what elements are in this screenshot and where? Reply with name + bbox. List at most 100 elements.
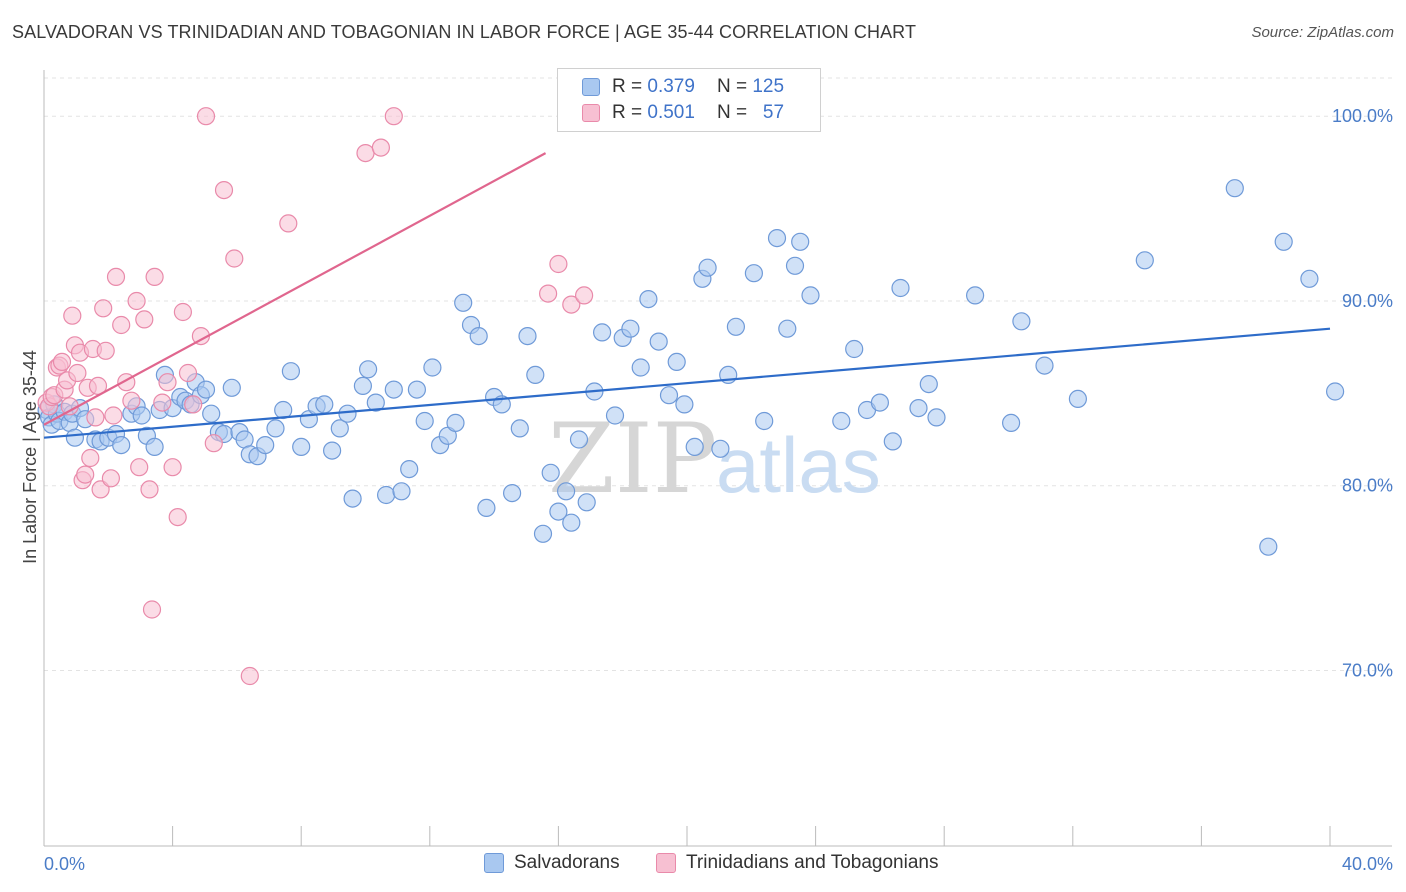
watermark-zip: ZIP	[548, 403, 717, 515]
trinidadian-point-24	[101, 469, 121, 488]
trinidadian-point-36	[153, 393, 172, 412]
salvadoran-point-39	[256, 436, 275, 455]
axes	[43, 70, 1392, 847]
salvadoran-point-85	[621, 319, 640, 338]
salvadoran-point-102	[785, 256, 805, 275]
legend-r-label-blue: R =	[612, 76, 643, 97]
salvadoran-point-46	[315, 395, 334, 414]
trinidadian-point-9	[60, 397, 79, 416]
salvadoran-point-97	[726, 317, 746, 336]
salvadoran-point-119	[1135, 251, 1154, 270]
trinidadian-point-10	[63, 306, 82, 325]
salvadoran-point-103	[791, 232, 810, 251]
salvadoran-point-21	[145, 437, 164, 456]
salvadoran-point-76	[549, 502, 568, 521]
trinidadian-point-21	[91, 480, 110, 499]
salvadoran-point-86	[631, 358, 650, 377]
series-label-trinidadians: Trinidadians and Tobagonians	[686, 852, 939, 873]
trinidadian-point-32	[135, 310, 154, 329]
salvadoran-point-16	[112, 436, 131, 455]
legend-n-label-blue: N =	[716, 76, 748, 97]
salvadoran-point-19	[132, 406, 151, 425]
legend-n-value-blue: 125	[752, 76, 785, 97]
salvadoran-point-124	[1325, 382, 1345, 401]
series-swatch-pink	[656, 853, 676, 873]
salvadoran-point-72	[518, 327, 537, 346]
trinidadian-point-42	[184, 395, 203, 414]
trinidadian-point-35	[145, 267, 164, 286]
y-tick-label: 90.0%	[1342, 291, 1393, 311]
salvadoran-point-89	[659, 386, 679, 405]
salvadoran-point-83	[605, 406, 625, 425]
salvadoran-point-82	[592, 323, 612, 342]
trinidadian-point-29	[122, 391, 141, 410]
salvadoran-point-58	[407, 380, 426, 399]
salvadoran-point-106	[845, 339, 864, 359]
salvadoran-point-34	[222, 378, 241, 397]
salvadoran-point-74	[533, 524, 553, 543]
legend-row-trinidadians: R = 0.501 N = 57	[582, 101, 784, 125]
trinidadian-point-53	[538, 284, 558, 303]
salvadoran-point-77	[556, 482, 576, 501]
y-axis-label: In Labor Force | Age 35-44	[20, 350, 40, 564]
trinidadian-point-41	[178, 363, 198, 383]
legend-row-salvadorans: R = 0.379 N = 125	[582, 75, 784, 99]
trinidadian-point-55	[562, 295, 581, 314]
tick-labels: 70.0% 80.0% 90.0% 100.0% 0.0% 40.0%	[44, 106, 1393, 874]
series-legend: Salvadorans Trinidadians and Tobagonians	[0, 852, 1406, 878]
legend-r-value-blue: 0.379	[647, 76, 695, 97]
salvadoran-point-79	[569, 430, 589, 449]
salvadoran-point-122	[1274, 232, 1293, 251]
trinidadian-point-33	[140, 480, 159, 499]
trinidadian-point-49	[279, 214, 298, 233]
trinidadian-point-44	[196, 107, 216, 126]
trinidadian-point-23	[96, 341, 115, 360]
y-tick-label: 80.0%	[1342, 476, 1393, 496]
salvadoran-point-40	[266, 419, 285, 438]
trinidadian-point-40	[173, 302, 192, 322]
trinidadian-point-26	[106, 267, 126, 286]
salvadoran-point-66	[469, 327, 488, 346]
source-label: Source: ZipAtlas.com	[1251, 24, 1394, 41]
x-tick-label-max: 40.0%	[1342, 854, 1393, 874]
salvadoran-point-91	[675, 395, 694, 414]
trinidadian-point-19	[86, 408, 105, 427]
trinidadian-point-17	[81, 448, 100, 468]
trinidadian-point-47	[225, 249, 244, 268]
legend-swatch-pink	[582, 104, 600, 122]
salvadoran-point-71	[510, 419, 529, 438]
salvadoran-point-95	[711, 439, 730, 458]
salvadoran-point-116	[1012, 312, 1031, 331]
salvadoran-point-111	[909, 399, 928, 418]
series-legend-trinidadians[interactable]: Trinidadians and Tobagonians	[656, 852, 938, 874]
salvadoran-point-120	[1225, 179, 1244, 198]
salvadoran-point-47	[323, 441, 342, 460]
series-legend-salvadorans[interactable]: Salvadorans	[484, 852, 620, 874]
trinidadian-trend-line	[43, 152, 547, 426]
trinidadian-point-56	[574, 286, 594, 305]
legend-n-value-pink: 57	[762, 102, 785, 123]
trend-lines	[43, 152, 1331, 439]
trinidadian-point-34	[142, 600, 162, 619]
salvadoran-point-30	[196, 380, 216, 399]
salvadoran-point-90	[667, 352, 686, 371]
salvadoran-point-31	[202, 404, 221, 423]
salvadoran-point-101	[778, 319, 797, 338]
legend-r-value-pink: 0.501	[647, 102, 695, 123]
salvadoran-point-60	[423, 358, 442, 377]
salvadoran-point-51	[353, 376, 372, 395]
trinidadian-point-27	[112, 315, 131, 335]
trinidadian-point-46	[214, 181, 234, 200]
salvadoran-point-80	[577, 493, 596, 512]
salvadoran-point-64	[454, 293, 473, 312]
salvadoran-point-70	[502, 484, 522, 503]
salvadoran-point-117	[1035, 356, 1054, 375]
trinidadian-point-37	[158, 373, 177, 392]
salvadoran-point-49	[338, 404, 357, 423]
y-tick-label: 100.0%	[1332, 106, 1393, 126]
trinidadian-point-12	[68, 363, 87, 383]
trinidadian-point-31	[130, 458, 149, 477]
gridlines	[44, 77, 1392, 671]
watermark-atlas: atlas	[716, 421, 881, 509]
salvadoran-point-121	[1259, 537, 1278, 556]
